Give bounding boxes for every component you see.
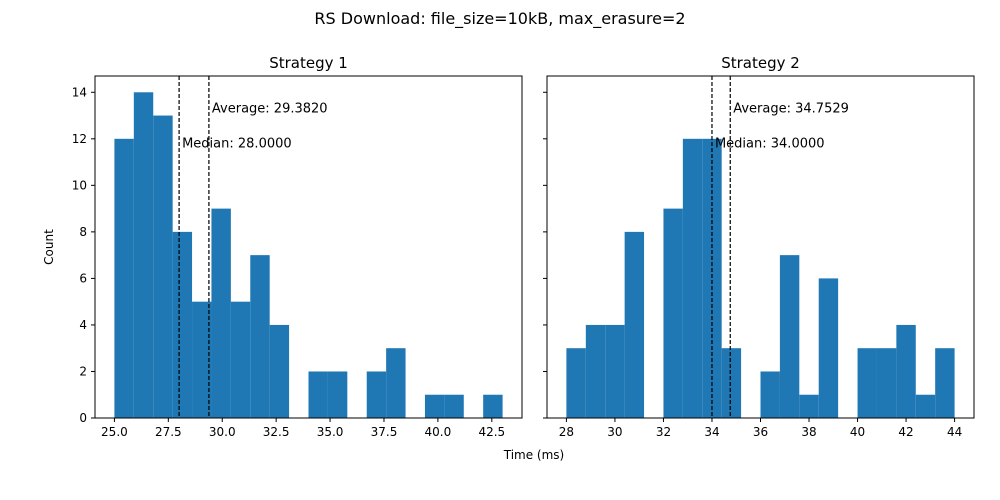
y-tick-label: 8	[79, 225, 87, 239]
histogram-bar	[566, 348, 586, 418]
histogram-bar	[915, 394, 936, 418]
histogram-bar	[366, 371, 387, 418]
histogram-bar	[386, 348, 406, 418]
x-tick-label: 37.5	[371, 425, 398, 439]
x-tick-label: 28	[559, 425, 574, 439]
histogram-bar	[308, 371, 328, 418]
histogram-bar	[585, 324, 606, 418]
y-tick-label: 12	[72, 132, 87, 146]
histogram-bar	[896, 324, 916, 418]
histogram-bar	[133, 92, 154, 418]
histogram-bar	[624, 231, 645, 418]
figure-ylabel: Count	[42, 229, 56, 265]
y-tick-label: 0	[79, 411, 87, 425]
average-annotation: Average: 34.7529	[733, 102, 849, 117]
histogram-bar	[230, 301, 251, 418]
subplot-s1: Average: 29.3820 Median: 28.0000 25.0 27.5 3…	[72, 54, 523, 439]
x-tick-label: 38	[801, 425, 816, 439]
x-tick-label: 30	[607, 425, 622, 439]
y-tick-label: 6	[79, 271, 87, 285]
x-tick-label: 32	[656, 425, 671, 439]
x-tick-label: 44	[947, 425, 962, 439]
subplot-s2: Average: 34.7529 Median: 34.0000 28 30 32 34 3…	[543, 54, 975, 439]
histogram-bar	[818, 278, 839, 418]
median-annotation: Median: 28.0000	[182, 136, 292, 151]
histogram-bar	[250, 255, 270, 418]
histogram-bar	[211, 208, 231, 418]
x-tick-label: 32.5	[263, 425, 290, 439]
histogram-bar	[483, 394, 503, 418]
x-tick-label: 40.0	[425, 425, 452, 439]
figure-xlabel: Time (ms)	[503, 448, 565, 462]
histogram-bar	[857, 348, 877, 418]
x-tick-label: 42.5	[478, 425, 505, 439]
histogram-bar	[779, 255, 800, 418]
x-tick-label: 35.0	[317, 425, 344, 439]
histogram-bar	[444, 394, 464, 418]
x-tick-label: 27.5	[155, 425, 182, 439]
x-tick-label: 40	[850, 425, 865, 439]
histogram-bar	[172, 231, 193, 418]
y-tick-label: 2	[79, 364, 87, 378]
axes-frame	[94, 75, 523, 419]
histogram-bar	[269, 324, 290, 418]
histogram-bar	[876, 348, 897, 418]
histogram-bar	[760, 371, 780, 418]
histogram-bar	[153, 115, 173, 419]
x-tick-label: 34	[704, 425, 719, 439]
histogram-bar	[327, 371, 348, 418]
histogram-bar	[935, 348, 955, 418]
x-tick-label: 30.0	[209, 425, 236, 439]
histogram-bar	[721, 348, 742, 418]
histogram-bar	[424, 394, 445, 418]
y-tick-label: 10	[72, 178, 87, 192]
figure-title: RS Download: file_size=10kB, max_erasure…	[314, 9, 685, 29]
histogram-bar	[682, 138, 703, 418]
histogram-bar	[702, 138, 722, 418]
y-tick-label: 14	[72, 85, 87, 99]
x-tick-label: 36	[753, 425, 768, 439]
subplot-title: Strategy 2	[721, 54, 800, 72]
x-tick-label: 25.0	[101, 425, 128, 439]
x-tick-label: 42	[898, 425, 913, 439]
histogram-bar	[192, 301, 212, 418]
median-annotation: Median: 34.0000	[715, 136, 825, 151]
histogram-bar	[799, 394, 819, 418]
histogram-bar	[663, 208, 683, 418]
subplot-title: Strategy 1	[269, 54, 348, 72]
histogram-bar	[114, 138, 134, 418]
y-tick-label: 4	[79, 318, 87, 332]
average-annotation: Average: 29.3820	[212, 102, 328, 117]
histogram-bar	[605, 324, 625, 418]
